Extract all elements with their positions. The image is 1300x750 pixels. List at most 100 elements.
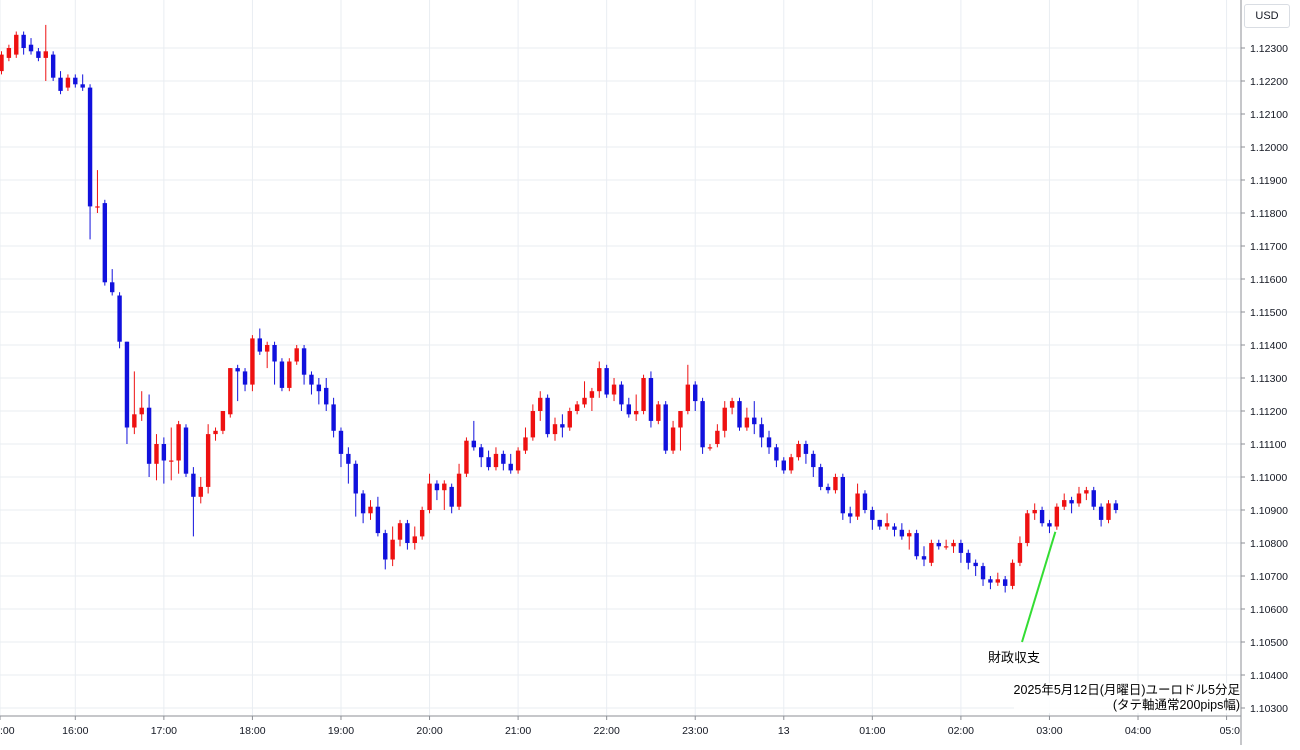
y-tick-label: 1.11500 <box>1250 307 1287 319</box>
candle-up <box>1062 493 1067 510</box>
candle-body <box>301 348 307 375</box>
candle-body <box>110 282 115 293</box>
y-tick-label: 1.12100 <box>1250 109 1288 121</box>
candle-up <box>1032 503 1037 520</box>
x-tick-label: 21:00 <box>505 725 531 737</box>
candle-up <box>538 391 543 421</box>
candle-body <box>545 397 550 435</box>
y-tick-label: 1.12200 <box>1250 76 1288 88</box>
candle-body <box>840 477 846 514</box>
candle-body <box>921 556 927 560</box>
annotation-label: 財政収支 <box>988 650 1041 665</box>
candle-body <box>449 486 454 507</box>
candle-body <box>412 536 417 543</box>
y-tick-label: 1.11400 <box>1250 340 1287 352</box>
candle-up <box>1025 510 1030 547</box>
grid-lines <box>0 0 1241 716</box>
candle-up <box>464 437 469 477</box>
candle-down <box>870 506 875 530</box>
candle-down <box>1047 519 1052 534</box>
candle-body <box>848 513 853 517</box>
candle-body <box>538 397 543 411</box>
candle-body <box>124 341 130 428</box>
candle-down <box>309 371 314 395</box>
candle-down <box>803 440 809 464</box>
candle-up <box>368 500 373 520</box>
candle-body <box>803 444 809 454</box>
candle-body <box>80 84 85 88</box>
y-tick-label: 1.12300 <box>1250 43 1288 55</box>
currency-selector[interactable]: USD <box>1244 4 1290 28</box>
candle-body <box>966 552 971 563</box>
candle-up <box>294 345 299 365</box>
candle-up <box>1076 486 1082 507</box>
candle-down <box>936 539 941 550</box>
candle-up <box>523 427 528 454</box>
candle-down <box>626 397 631 418</box>
candle-up <box>567 407 572 431</box>
candle-body <box>279 361 285 388</box>
x-tick-label: :00 <box>0 725 15 737</box>
candle-up <box>43 24 48 81</box>
candle-down <box>36 48 41 62</box>
candle-down <box>316 378 322 405</box>
candle-body <box>338 430 344 454</box>
candle-down <box>449 483 454 514</box>
candle-body <box>479 447 484 458</box>
candle-down <box>161 437 167 484</box>
candle-down <box>331 397 336 438</box>
candle-down <box>242 368 248 392</box>
candle-body <box>169 460 174 462</box>
candle-body <box>833 477 838 491</box>
candle-up <box>132 371 137 435</box>
candle-body <box>1084 490 1089 494</box>
candle-body <box>235 368 240 372</box>
candle-body <box>781 460 786 471</box>
candle-down <box>58 71 63 95</box>
candle-body <box>744 417 750 428</box>
candle-down <box>301 345 307 385</box>
candle-down <box>988 576 993 590</box>
chart-caption: 2025年5月12日(月曜日)ユーロドル5分足 (タテ軸通常200pips幅) <box>1013 683 1240 713</box>
y-tick-label: 1.11200 <box>1250 406 1287 418</box>
candle-body <box>855 493 860 517</box>
y-tick-label: 1.11300 <box>1250 373 1287 385</box>
candle-up <box>833 473 838 494</box>
y-tick-label: 1.10400 <box>1250 670 1288 682</box>
candle-up <box>213 427 218 441</box>
candle-down <box>117 292 122 349</box>
candle-body <box>1054 506 1060 527</box>
candle-body <box>87 87 93 207</box>
candle-body <box>176 424 181 461</box>
y-tick-label: 1.11600 <box>1250 274 1287 286</box>
candle-up <box>597 361 602 398</box>
candle-down <box>501 450 506 471</box>
candle-up <box>884 513 890 530</box>
y-tick-label: 1.10800 <box>1250 538 1288 550</box>
candle-up <box>515 447 521 474</box>
candle-body <box>943 546 949 548</box>
caption-line-1: 2025年5月12日(月曜日)ユーロドル5分足 <box>1013 683 1240 697</box>
x-tick-label: 17:00 <box>151 725 177 737</box>
candle-body <box>353 463 358 494</box>
y-tick-label: 1.12000 <box>1250 142 1288 154</box>
candle-up <box>633 394 639 421</box>
candle-body <box>6 48 12 58</box>
candle-body <box>766 437 772 448</box>
candle-body <box>43 51 48 58</box>
candle-down <box>545 394 550 438</box>
candle-body <box>788 457 794 471</box>
candle-body <box>397 523 403 540</box>
candle-down <box>486 450 491 471</box>
candle-up <box>707 444 713 451</box>
y-tick-label: 1.10300 <box>1250 703 1288 715</box>
candle-down <box>892 523 897 537</box>
candle-body <box>1047 523 1052 527</box>
candle-body <box>515 450 521 471</box>
candle-body <box>324 387 329 405</box>
candle-up <box>995 572 1000 586</box>
candle-body <box>1032 510 1037 514</box>
candle-up <box>169 427 174 481</box>
candle-body <box>685 384 691 411</box>
